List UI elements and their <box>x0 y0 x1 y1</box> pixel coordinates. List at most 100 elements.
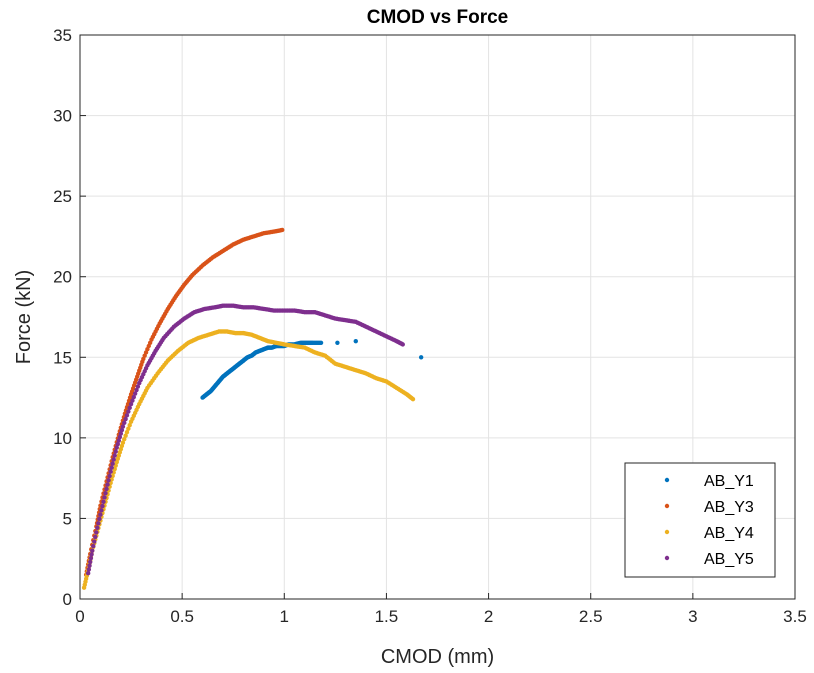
data-point <box>113 449 118 454</box>
data-point <box>100 503 105 509</box>
data-point <box>94 530 99 535</box>
data-point <box>124 430 130 435</box>
data-point <box>103 490 108 496</box>
data-point <box>132 391 138 396</box>
data-point <box>101 499 106 504</box>
legend-label: AB_Y3 <box>704 499 754 516</box>
data-point <box>89 552 94 557</box>
data-point <box>119 427 125 433</box>
legend-label: AB_Y4 <box>704 525 754 542</box>
data-point <box>120 424 126 429</box>
data-point <box>88 555 94 561</box>
data-point <box>91 543 96 549</box>
legend-marker <box>664 503 670 509</box>
data-point <box>114 445 119 450</box>
data-point <box>410 396 416 402</box>
legend-label: AB_Y5 <box>704 551 754 568</box>
data-point <box>123 433 128 438</box>
legend-box <box>624 462 776 578</box>
data-point <box>123 416 128 422</box>
data-point <box>122 420 127 426</box>
legend-marker <box>664 477 670 483</box>
data-point <box>117 434 123 440</box>
data-point <box>134 387 139 393</box>
data-point <box>97 516 102 522</box>
data-point <box>109 465 114 470</box>
data-point <box>116 438 122 443</box>
data-point <box>127 423 132 428</box>
data-point <box>104 486 109 492</box>
data-point <box>131 394 136 400</box>
data-point <box>110 461 115 466</box>
series-layer <box>81 227 424 590</box>
x-tick-label: 3.5 <box>783 607 807 626</box>
data-point <box>130 398 135 403</box>
data-point <box>122 437 127 442</box>
y-tick-label: 5 <box>63 509 72 528</box>
y-tick-label: 10 <box>53 429 72 448</box>
y-tick-label: 0 <box>63 590 72 609</box>
x-tick-label: 3 <box>688 607 697 626</box>
y-tick-label: 20 <box>53 268 72 287</box>
data-point <box>110 473 115 479</box>
x-axis-label: CMOD (mm) <box>381 646 494 668</box>
data-point <box>135 384 141 389</box>
data-point <box>93 534 98 540</box>
x-tick-label: 1 <box>280 607 289 626</box>
legend: AB_Y1 AB_Y3 AB_Y4 AB_Y5 <box>624 462 776 578</box>
legend-marker <box>664 555 670 561</box>
data-point <box>115 441 120 447</box>
data-point <box>107 473 112 479</box>
legend-label: AB_Y1 <box>704 473 754 490</box>
data-point <box>400 342 405 347</box>
data-point <box>120 440 126 445</box>
data-point <box>128 401 134 407</box>
data-point <box>102 495 107 500</box>
y-axis-label: Force (kN) <box>13 270 35 364</box>
data-point <box>85 571 91 576</box>
series-ab-y5 <box>85 303 405 576</box>
x-tick-label: 1.5 <box>375 607 399 626</box>
data-point <box>126 409 131 414</box>
series-ab-y4 <box>81 329 416 590</box>
data-point <box>318 340 324 345</box>
x-tick-label: 0 <box>75 607 84 626</box>
data-point <box>118 431 124 436</box>
data-point <box>106 478 111 483</box>
series-ab-y1 <box>200 338 424 400</box>
data-point <box>90 548 95 553</box>
data-point <box>95 525 100 531</box>
x-tick-label: 2 <box>484 607 493 626</box>
chart-title: CMOD vs Force <box>367 7 508 28</box>
data-point <box>105 482 110 487</box>
x-tick-label: 2.5 <box>579 607 603 626</box>
data-point <box>335 340 340 345</box>
data-point <box>98 512 103 517</box>
y-tick-label: 35 <box>53 26 72 45</box>
legend-marker <box>664 529 670 535</box>
y-tick-label: 15 <box>53 348 72 367</box>
x-tick-label: 0.5 <box>170 607 194 626</box>
data-point <box>86 567 92 572</box>
y-axis-ticks: 0 5 10 15 20 25 30 35 <box>53 26 86 609</box>
data-point <box>88 559 93 565</box>
data-point <box>96 521 101 526</box>
data-point <box>108 469 113 474</box>
data-point <box>127 405 132 410</box>
data-point <box>92 539 97 544</box>
data-point <box>99 508 104 513</box>
data-point <box>124 413 130 418</box>
data-point <box>353 338 358 344</box>
y-tick-label: 30 <box>53 107 72 126</box>
data-point <box>126 426 131 431</box>
data-point <box>280 227 285 233</box>
plot-frame <box>79 34 796 600</box>
data-point <box>418 355 424 360</box>
y-tick-label: 25 <box>53 187 72 206</box>
x-axis-ticks: 0 0.5 1 1.5 2 2.5 3 3.5 <box>75 593 807 626</box>
data-point <box>112 453 117 458</box>
data-point <box>111 457 116 462</box>
data-point <box>87 563 92 568</box>
